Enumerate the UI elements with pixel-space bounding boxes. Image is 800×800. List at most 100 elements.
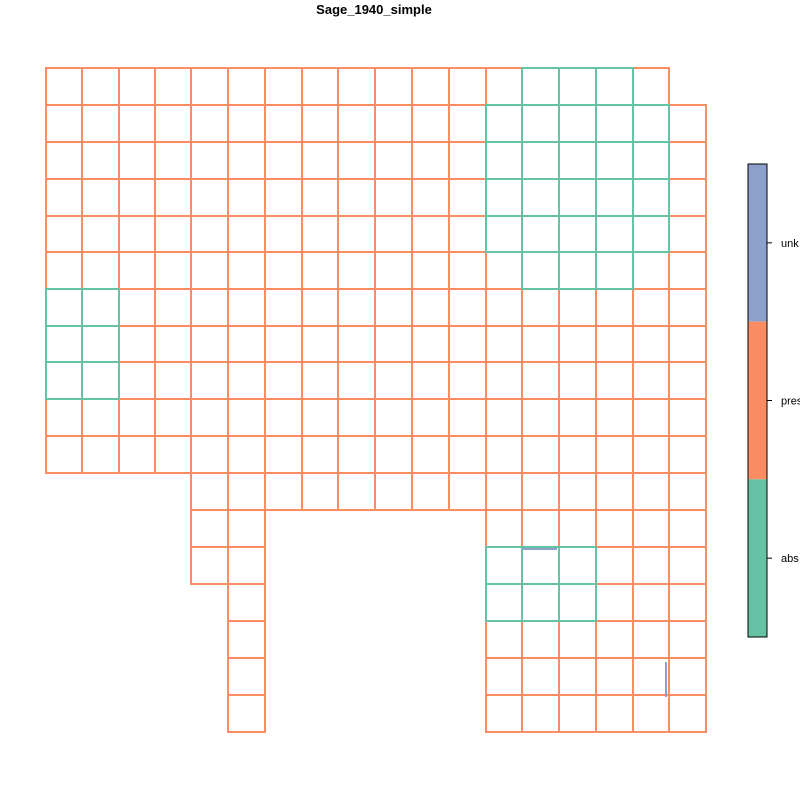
grid-cell-pres (190, 104, 229, 143)
grid-cell-pres (448, 472, 487, 511)
grid-cell-pres (411, 178, 450, 217)
grid-cell-pres (154, 141, 192, 180)
grid-cell-pres (227, 67, 266, 106)
grid-cell-abs (521, 67, 560, 106)
grid-cell-pres (558, 472, 597, 511)
grid-cell-pres (521, 288, 560, 327)
grid-cell-abs (521, 141, 560, 180)
grid-cell-pres (190, 398, 229, 437)
grid-cell-pres (81, 104, 120, 143)
grid-cell-abs (521, 546, 560, 585)
grid-cell-pres (374, 104, 413, 143)
grid-cell-pres (154, 325, 192, 363)
grid-cell-pres (81, 67, 120, 106)
grid-cell-abs (485, 546, 523, 585)
grid-cell-abs (632, 141, 670, 180)
grid-cell-abs (558, 583, 597, 622)
grid-cell-pres (264, 361, 303, 400)
grid-cells (45, 67, 707, 733)
grid-cell-abs (632, 178, 670, 217)
grid-cell-pres (81, 141, 120, 180)
grid-cell-pres (227, 325, 266, 363)
grid-cell-pres (264, 141, 303, 180)
grid-cell-abs (558, 141, 597, 180)
legend: unk pres abs (747, 163, 800, 638)
grid-cell-pres (595, 694, 634, 733)
grid-cell-pres (595, 620, 634, 659)
grid-cell-pres (337, 398, 376, 437)
grid-cell-pres (45, 67, 83, 106)
grid-cell-pres (374, 251, 413, 290)
grid-cell-pres (118, 104, 156, 143)
grid-cell-pres (668, 325, 707, 363)
grid-cell-pres (668, 215, 707, 253)
grid-cell-pres (45, 104, 83, 143)
grid-cell-pres (411, 398, 450, 437)
grid-cell-pres (668, 546, 707, 585)
grid-cell-pres (668, 141, 707, 180)
grid-cell-pres (227, 215, 266, 253)
grid-cell-pres (301, 67, 339, 106)
grid-cell-pres (521, 620, 560, 659)
grid-cell-pres (668, 288, 707, 327)
grid-cell-pres (301, 361, 339, 400)
grid-cell-abs (595, 141, 634, 180)
grid-cell-pres (264, 104, 303, 143)
grid-cell-abs (558, 104, 597, 143)
grid-cell-pres (411, 472, 450, 511)
grid-cell-pres (668, 657, 707, 696)
grid-cell-pres (301, 398, 339, 437)
grid-cell-pres (374, 67, 413, 106)
grid-cell-pres (81, 215, 120, 253)
grid-cell-pres (154, 398, 192, 437)
grid-cell-pres (632, 398, 670, 437)
legend-label-pres: pres (781, 396, 800, 408)
grid-cell-pres (558, 398, 597, 437)
grid-cell-pres (485, 472, 523, 511)
grid-cell-pres (374, 325, 413, 363)
grid-cell-abs (558, 67, 597, 106)
grid-cell-pres (81, 251, 120, 290)
grid-cell-pres (485, 251, 523, 290)
legend-swatch-abs (748, 479, 767, 637)
legend-label-unk: unk (781, 238, 799, 250)
grid-cell-abs (485, 583, 523, 622)
grid-cell-pres (411, 288, 450, 327)
grid-cell-pres (227, 620, 266, 659)
grid-cell-pres (301, 288, 339, 327)
grid-cell-pres (118, 325, 156, 363)
grid-cell-pres (190, 178, 229, 217)
grid-cell-abs (45, 288, 83, 327)
grid-cell-pres (374, 215, 413, 253)
grid-cell-pres (632, 620, 670, 659)
grid-cell-pres (45, 141, 83, 180)
grid-cell-pres (448, 361, 487, 400)
grid-cell-pres (227, 398, 266, 437)
grid-cell-pres (448, 67, 487, 106)
grid-cell-pres (448, 435, 487, 474)
grid-cell-abs (521, 251, 560, 290)
grid-cell-pres (337, 435, 376, 474)
grid-cell-pres (558, 361, 597, 400)
grid-cell-pres (595, 472, 634, 511)
grid-cell-pres (301, 104, 339, 143)
grid-cell-pres (45, 251, 83, 290)
legend-swatch-pres (748, 321, 767, 480)
grid-cell-pres (668, 583, 707, 622)
grid-cell-pres (337, 104, 376, 143)
grid-cell-pres (337, 361, 376, 400)
grid-cell-pres (485, 657, 523, 696)
grid-cell-abs (558, 251, 597, 290)
grid-cell-pres (190, 472, 229, 511)
grid-cell-pres (632, 325, 670, 363)
grid-cell-pres (374, 398, 413, 437)
grid-cell-pres (118, 361, 156, 400)
grid-cell-pres (558, 435, 597, 474)
grid-cell-pres (558, 509, 597, 548)
grid-cell-abs (521, 215, 560, 253)
grid-cell-pres (668, 472, 707, 511)
grid-cell-pres (374, 435, 413, 474)
grid-cell-pres (558, 694, 597, 733)
grid-cell-pres (521, 694, 560, 733)
